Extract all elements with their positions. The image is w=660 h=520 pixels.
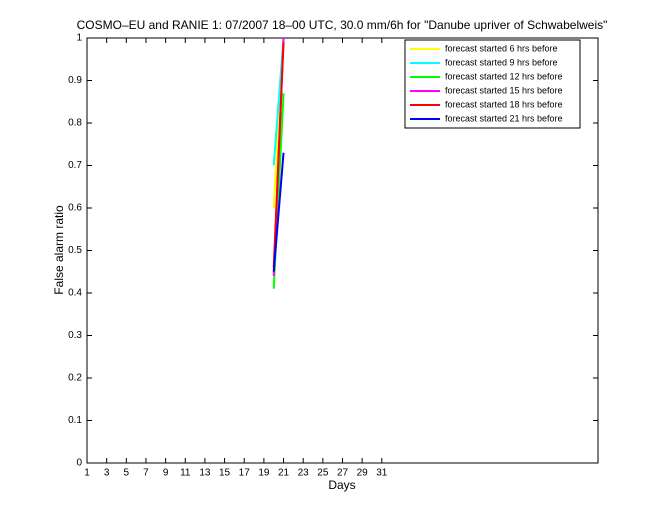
x-tick-label: 21 — [278, 468, 290, 479]
legend-label: forecast started 12 hrs before — [445, 71, 563, 81]
y-tick-label: 0.4 — [68, 288, 82, 299]
x-tick-label: 31 — [376, 468, 388, 479]
x-tick-label: 11 — [180, 468, 191, 479]
y-tick-label: 0.1 — [68, 415, 82, 426]
legend-label: forecast started 9 hrs before — [445, 57, 558, 67]
legend-box — [404, 39, 581, 129]
x-tick-label: 25 — [317, 468, 329, 479]
chart-title: COSMO–EU and RANIE 1: 07/2007 18–00 UTC,… — [77, 18, 608, 32]
y-tick-label: 0.9 — [68, 75, 82, 86]
y-tick-label: 0.7 — [68, 160, 82, 171]
x-tick-label: 15 — [219, 468, 231, 479]
x-tick-label: 9 — [163, 468, 169, 479]
y-tick-label: 1 — [76, 33, 82, 44]
x-tick-label: 3 — [104, 468, 110, 479]
x-tick-label: 19 — [258, 468, 270, 479]
legend-label: forecast started 21 hrs before — [445, 113, 563, 123]
x-axis-label: Days — [328, 478, 355, 492]
legend-label: forecast started 18 hrs before — [445, 99, 563, 109]
x-tick-label: 17 — [239, 468, 251, 479]
y-tick-label: 0 — [76, 458, 82, 469]
series-line — [272, 152, 285, 272]
x-tick-label: 5 — [124, 468, 130, 479]
y-tick-label: 0.2 — [68, 373, 82, 384]
y-tick-label: 0.5 — [68, 245, 82, 256]
x-tick-label: 23 — [298, 468, 310, 479]
x-tick-label: 27 — [337, 468, 349, 479]
x-tick-label: 7 — [143, 468, 149, 479]
x-tick-label: 13 — [199, 468, 211, 479]
legend-label: forecast started 6 hrs before — [445, 43, 558, 53]
y-axis-label: False alarm ratio — [52, 205, 66, 295]
x-tick-label: 1 — [84, 468, 90, 479]
series-line — [272, 42, 285, 268]
y-tick-label: 0.6 — [68, 203, 82, 214]
legend-label: forecast started 15 hrs before — [445, 85, 563, 95]
x-tick-label: 29 — [357, 468, 369, 479]
y-tick-label: 0.3 — [68, 330, 82, 341]
y-tick-label: 0.8 — [68, 118, 82, 129]
